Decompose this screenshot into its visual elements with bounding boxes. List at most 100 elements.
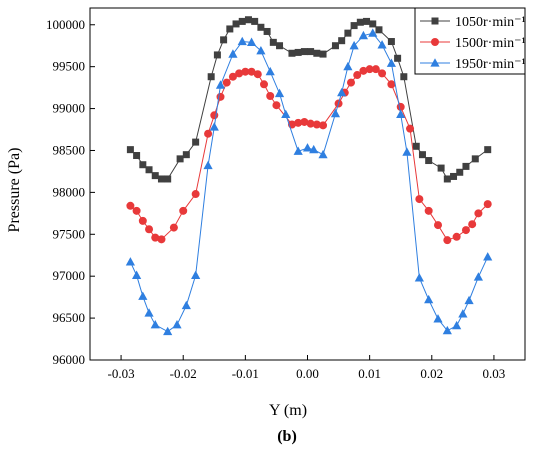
data-point xyxy=(300,117,309,126)
data-point xyxy=(330,108,341,118)
data-point xyxy=(256,45,266,55)
data-point xyxy=(396,109,406,119)
data-point xyxy=(209,122,219,131)
data-point xyxy=(309,144,319,154)
data-point xyxy=(237,36,247,46)
data-point xyxy=(450,172,458,180)
data-point xyxy=(192,138,200,146)
data-point xyxy=(471,155,479,163)
data-point xyxy=(387,80,396,89)
data-point xyxy=(424,294,434,304)
data-point xyxy=(462,162,470,170)
data-point xyxy=(359,66,368,75)
data-point xyxy=(281,109,291,119)
data-point xyxy=(377,40,387,49)
data-point xyxy=(169,223,178,232)
data-point xyxy=(443,175,451,183)
data-point xyxy=(483,252,493,261)
data-point xyxy=(415,195,424,204)
legend-marker xyxy=(431,17,439,25)
data-point xyxy=(216,92,225,101)
data-point xyxy=(293,146,303,155)
data-point xyxy=(204,129,213,138)
data-point xyxy=(424,206,433,215)
data-point xyxy=(132,270,142,279)
data-point xyxy=(456,168,464,176)
data-point xyxy=(274,88,285,98)
data-point xyxy=(253,70,262,79)
data-point xyxy=(386,58,396,67)
data-point xyxy=(443,236,452,245)
data-point xyxy=(452,320,462,330)
data-point xyxy=(151,172,159,180)
data-point xyxy=(276,42,284,50)
data-point xyxy=(241,67,250,76)
data-point xyxy=(288,49,296,57)
y-tick-label: 100000 xyxy=(46,17,85,32)
data-point xyxy=(353,71,362,80)
data-point xyxy=(306,119,315,128)
data-point xyxy=(406,124,415,133)
data-point xyxy=(265,66,275,76)
legend-label: 1950r·min⁻¹ xyxy=(455,57,526,72)
data-point xyxy=(433,314,443,323)
y-tick-label: 96000 xyxy=(53,352,86,367)
data-point xyxy=(343,61,353,71)
panel-label: (b) xyxy=(277,428,297,445)
data-point xyxy=(191,190,200,199)
data-point xyxy=(182,151,190,159)
legend-label: 1500r·min⁻¹ xyxy=(455,36,526,51)
data-point xyxy=(176,155,184,163)
data-point xyxy=(272,101,281,110)
x-axis-title: Y (m) xyxy=(269,402,307,419)
x-tick-label: -0.02 xyxy=(170,366,197,381)
y-tick-label: 96500 xyxy=(53,310,86,325)
data-point xyxy=(402,147,412,156)
data-point xyxy=(394,54,402,62)
data-point xyxy=(226,25,234,33)
data-point xyxy=(414,273,424,282)
data-point xyxy=(232,20,240,28)
data-point xyxy=(484,146,492,154)
axes: -0.03 -0.02 -0.01 0.00 0.01 0.02 0.03 96000 9650… xyxy=(46,17,505,381)
data-point xyxy=(132,206,141,215)
x-tick-label: -0.03 xyxy=(108,366,135,381)
data-point xyxy=(300,48,308,56)
data-point xyxy=(412,142,420,150)
data-point xyxy=(347,78,355,87)
data-point xyxy=(368,28,378,37)
y-tick-label: 99000 xyxy=(53,101,86,116)
data-point xyxy=(294,118,303,127)
data-point xyxy=(434,221,442,230)
data-point xyxy=(464,295,474,305)
series-layer xyxy=(125,16,493,336)
data-point xyxy=(191,270,201,279)
series-1 xyxy=(126,16,492,183)
data-point xyxy=(363,17,371,25)
data-point xyxy=(331,42,339,50)
data-point xyxy=(483,200,492,209)
data-point xyxy=(369,20,377,28)
data-point xyxy=(251,17,259,25)
y-tick-label: 98000 xyxy=(53,184,86,199)
data-point xyxy=(213,51,221,59)
data-point xyxy=(247,67,256,76)
data-point xyxy=(313,49,321,57)
data-point xyxy=(266,92,275,100)
data-point xyxy=(228,49,238,58)
x-tick-label: 0.02 xyxy=(420,366,443,381)
data-point xyxy=(468,220,477,229)
data-point xyxy=(371,65,380,74)
data-point xyxy=(375,26,383,34)
data-point xyxy=(126,146,134,154)
data-point xyxy=(151,233,160,242)
data-point xyxy=(139,161,147,169)
data-point xyxy=(318,149,328,159)
data-point xyxy=(461,226,470,235)
y-tick-label: 99500 xyxy=(53,59,86,74)
data-point xyxy=(145,225,154,234)
data-point xyxy=(246,37,257,46)
series-3 xyxy=(125,28,493,336)
data-point xyxy=(145,166,153,174)
